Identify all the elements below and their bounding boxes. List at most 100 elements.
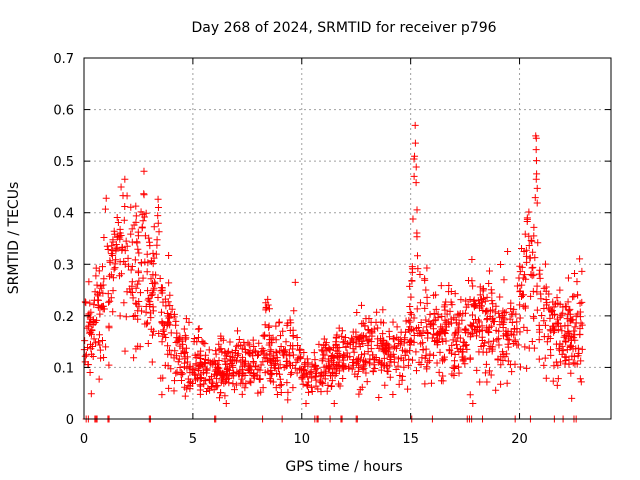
data-point — [540, 305, 548, 313]
data-point — [499, 307, 507, 315]
data-point — [349, 328, 357, 336]
data-point — [132, 284, 140, 292]
data-point — [166, 346, 174, 354]
data-point — [296, 345, 304, 353]
data-point — [558, 327, 566, 335]
data-point — [447, 319, 455, 327]
data-point — [105, 361, 113, 369]
data-point — [363, 378, 371, 386]
data-point — [389, 390, 397, 398]
data-point — [284, 388, 292, 396]
data-point — [505, 336, 513, 344]
data-point — [289, 332, 297, 340]
data-point — [375, 357, 383, 365]
data-point — [217, 332, 225, 340]
data-point — [257, 361, 265, 369]
data-point — [246, 377, 254, 385]
data-point — [181, 332, 189, 340]
data-point — [540, 317, 548, 325]
data-point — [255, 339, 263, 347]
data-point — [463, 345, 471, 353]
data-point — [318, 357, 326, 365]
data-point — [160, 330, 168, 338]
data-point — [239, 379, 247, 387]
data-point — [479, 287, 487, 295]
data-point — [349, 345, 357, 353]
data-point — [375, 358, 383, 366]
data-point — [373, 341, 381, 349]
data-point — [379, 330, 387, 338]
data-point — [478, 298, 486, 306]
data-point — [413, 305, 421, 313]
data-point — [149, 331, 157, 339]
data-point — [419, 327, 427, 335]
data-point — [160, 326, 168, 334]
data-point — [401, 351, 409, 359]
data-point — [537, 290, 545, 298]
data-point — [442, 326, 450, 334]
data-point — [519, 291, 527, 299]
data-point — [194, 350, 202, 358]
data-point — [481, 297, 489, 305]
x-tick-label: 15 — [402, 432, 419, 447]
data-point — [530, 223, 538, 231]
data-point — [450, 314, 458, 322]
data-point — [437, 323, 445, 331]
data-point — [570, 327, 578, 335]
data-point — [129, 312, 137, 320]
data-point — [418, 354, 426, 362]
data-point — [491, 308, 499, 316]
data-point — [410, 155, 418, 163]
data-point — [573, 278, 581, 286]
data-point — [468, 311, 476, 319]
data-point — [452, 328, 460, 336]
data-point — [113, 244, 121, 252]
data-point — [380, 354, 388, 362]
data-point — [229, 357, 237, 365]
data-point — [426, 350, 434, 358]
data-point — [369, 351, 377, 359]
data-point — [487, 286, 495, 294]
data-point — [413, 206, 421, 214]
data-point — [352, 333, 360, 341]
data-point — [112, 256, 120, 264]
data-point — [500, 276, 508, 284]
data-point — [147, 275, 155, 283]
data-point — [91, 288, 99, 296]
data-point — [534, 239, 542, 247]
data-point — [117, 183, 125, 191]
data-point — [435, 368, 443, 376]
data-point — [482, 360, 490, 368]
data-point — [411, 121, 419, 129]
data-point — [446, 307, 454, 315]
data-point — [412, 348, 420, 356]
x-tick-label: 20 — [511, 432, 528, 447]
data-point — [146, 298, 154, 306]
data-point — [127, 266, 135, 274]
data-point — [345, 364, 353, 372]
data-point — [276, 375, 284, 383]
data-point — [272, 348, 280, 356]
data-point — [339, 338, 347, 346]
data-point — [422, 345, 430, 353]
data-point — [181, 392, 189, 400]
data-point — [281, 348, 289, 356]
data-point — [509, 310, 517, 318]
y-tick-label: 0.5 — [53, 155, 74, 170]
data-point — [332, 334, 340, 342]
data-point — [267, 347, 275, 355]
data-point — [495, 335, 503, 343]
data-point — [448, 301, 456, 309]
data-point — [504, 248, 512, 256]
data-point — [105, 324, 113, 332]
data-point — [520, 248, 528, 256]
data-point — [471, 302, 479, 310]
data-point — [466, 391, 474, 399]
data-point — [409, 215, 417, 223]
data-point — [517, 363, 525, 371]
data-point — [527, 271, 535, 279]
data-point — [386, 345, 394, 353]
data-point — [186, 378, 194, 386]
data-point — [386, 373, 394, 381]
data-point — [507, 305, 515, 313]
